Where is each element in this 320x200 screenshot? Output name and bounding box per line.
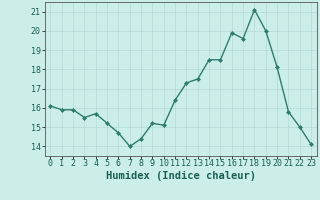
X-axis label: Humidex (Indice chaleur): Humidex (Indice chaleur) [106,171,256,181]
